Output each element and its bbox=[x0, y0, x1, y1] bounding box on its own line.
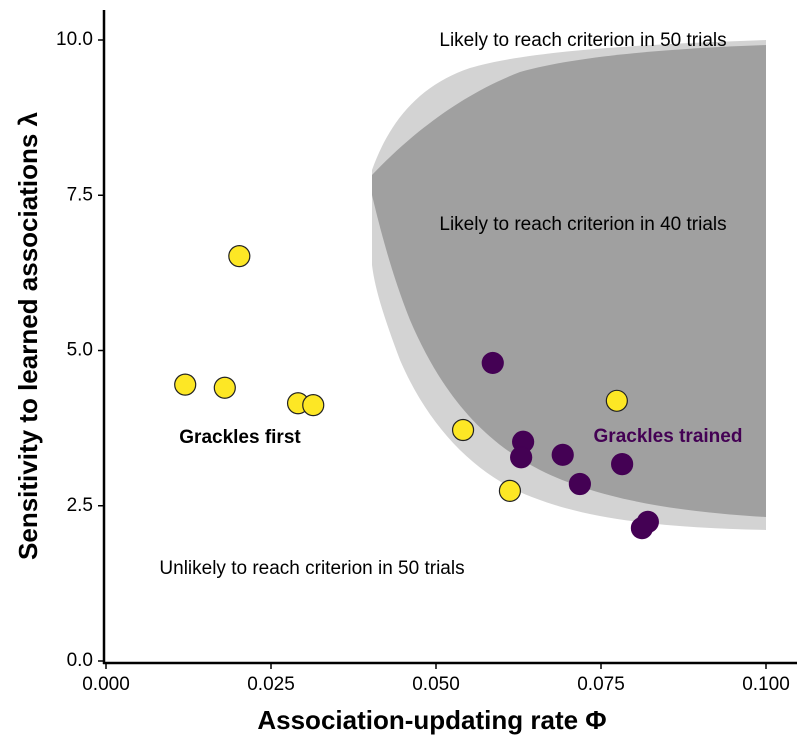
y-tick-label: 7.5 bbox=[67, 184, 93, 205]
data-point bbox=[481, 351, 504, 375]
y-tick-label: 10.0 bbox=[56, 29, 93, 50]
x-tick-label: 0.025 bbox=[247, 674, 295, 695]
data-point bbox=[302, 394, 325, 417]
x-tick-label: 0.000 bbox=[82, 674, 130, 695]
x-tick-label: 0.075 bbox=[577, 674, 625, 695]
annotation: Likely to reach criterion in 50 trials bbox=[439, 30, 726, 51]
data-point bbox=[611, 453, 634, 476]
x-axis-title: Association-updating rate Φ bbox=[257, 705, 606, 735]
x-tick-label: 0.050 bbox=[412, 674, 460, 695]
y-tick-label: 0.0 bbox=[67, 650, 93, 671]
data-point bbox=[228, 245, 251, 268]
y-tick-label: 2.5 bbox=[67, 495, 93, 516]
series-label: Grackles first bbox=[179, 427, 301, 448]
data-point bbox=[605, 389, 628, 412]
annotation: Likely to reach criterion in 40 trials bbox=[439, 214, 726, 235]
region-40-trials bbox=[372, 45, 766, 517]
data-point bbox=[213, 376, 236, 399]
data-point bbox=[510, 446, 533, 469]
series-label: Grackles trained bbox=[594, 426, 743, 447]
data-point bbox=[451, 418, 475, 442]
data-point bbox=[174, 373, 197, 396]
y-tick-label: 5.0 bbox=[67, 340, 93, 361]
y-axis-title: Sensitivity to learned associations λ bbox=[13, 111, 43, 559]
data-point bbox=[498, 479, 522, 502]
x-tick-label: 0.100 bbox=[742, 674, 790, 695]
data-point bbox=[551, 443, 574, 466]
data-point bbox=[568, 472, 591, 496]
annotation: Unlikely to reach criterion in 50 trials bbox=[159, 558, 464, 579]
data-point bbox=[636, 510, 659, 533]
